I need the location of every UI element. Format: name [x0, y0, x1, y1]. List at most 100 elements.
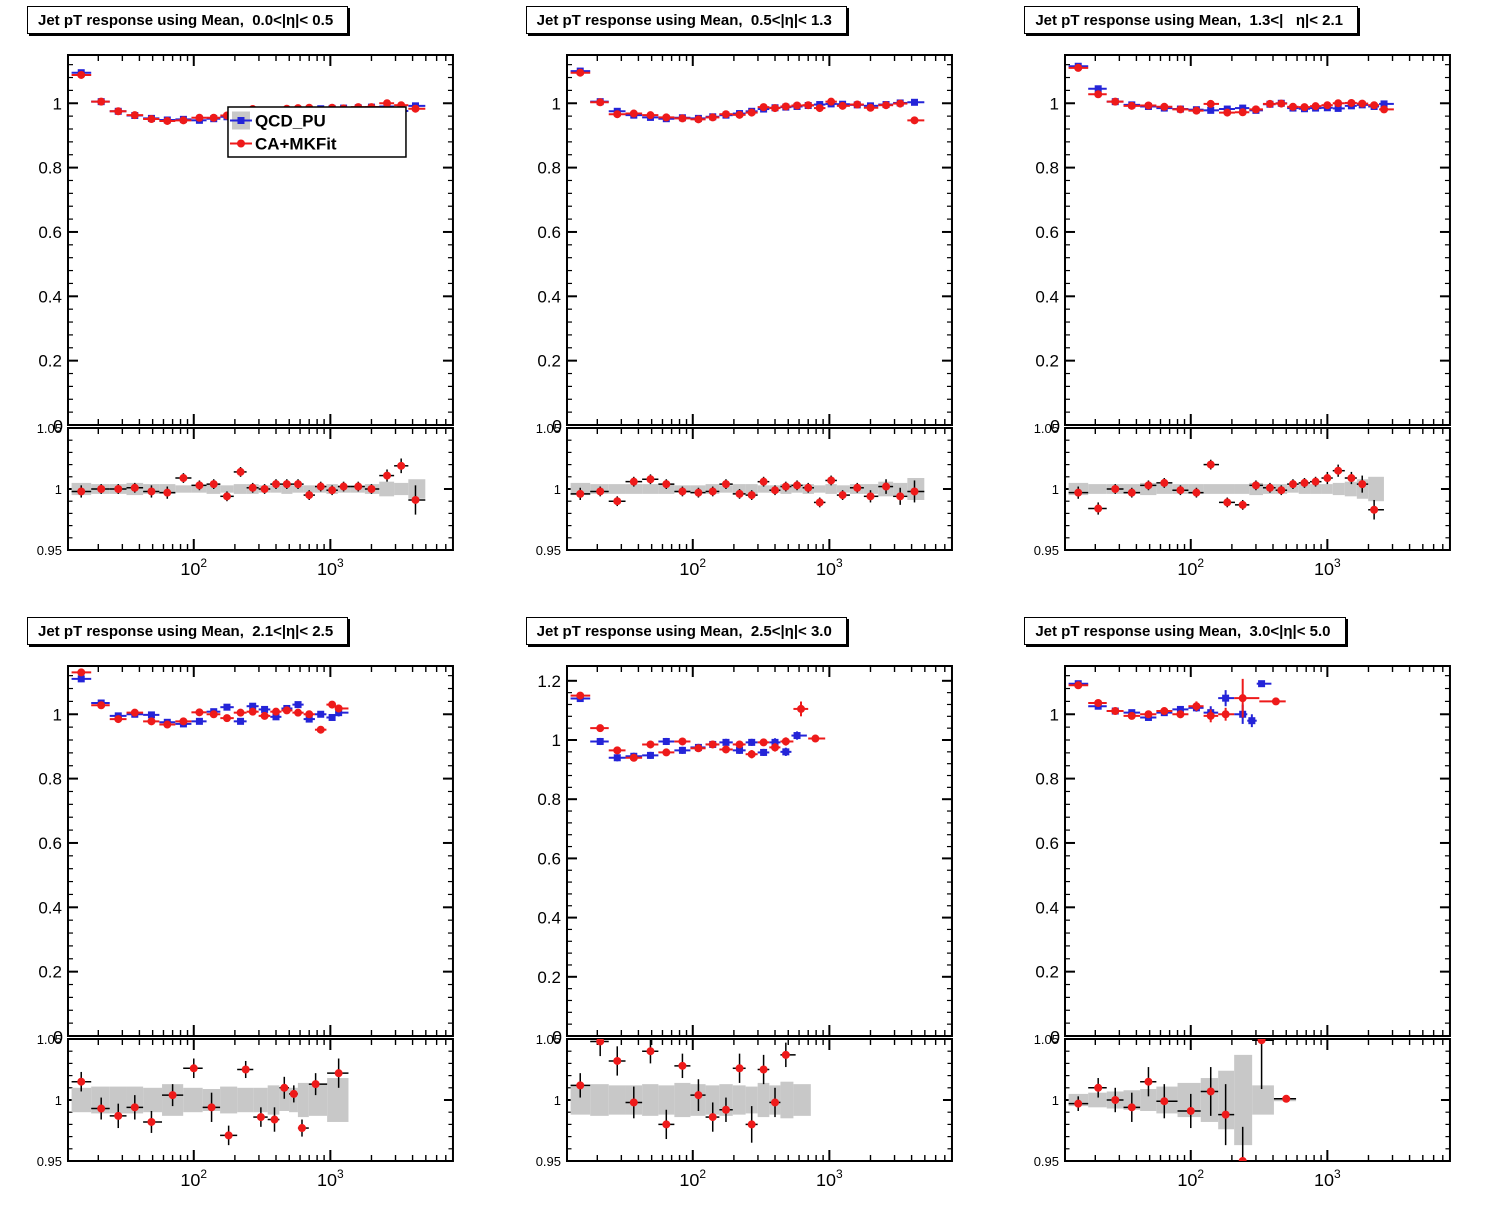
chart-0: 0.2 0.4 0.6 0.8 1 0 0.95 1 1.05 102 103 QCD_PU CA+MK…: [37, 54, 454, 579]
svg-text:1: 1: [551, 94, 560, 113]
svg-text:0: 0: [1050, 1027, 1060, 1047]
axes: [1064, 54, 1452, 551]
svg-text:0.4: 0.4: [537, 287, 561, 306]
svg-text:0.95: 0.95: [535, 543, 560, 558]
svg-text:0.2: 0.2: [1036, 352, 1060, 371]
axis-labels: 0.2 0.4 0.6 0.8 1 0 0.95 1 1.05 102 103: [37, 94, 344, 579]
axis-labels: 0.2 0.4 0.6 0.8 1 0 0.95 1 1.05 102 103: [535, 94, 842, 579]
svg-text:1: 1: [55, 482, 62, 497]
svg-text:0.6: 0.6: [537, 223, 561, 242]
svg-text:102: 102: [1178, 556, 1205, 579]
panel-2: 0.2 0.4 0.6 0.8 1 0 0.95 1 1.05 102 103 Jet pT res…: [997, 0, 1496, 611]
chart-1: 0.2 0.4 0.6 0.8 1 0 0.95 1 1.05 102 103: [535, 54, 953, 579]
svg-text:0.6: 0.6: [1036, 834, 1060, 853]
svg-text:0.6: 0.6: [1036, 223, 1060, 242]
svg-text:0.2: 0.2: [537, 968, 561, 987]
svg-text:1: 1: [53, 94, 62, 113]
svg-text:1: 1: [1052, 482, 1059, 497]
ratio-points: [71, 458, 426, 515]
svg-text:1.05: 1.05: [535, 1032, 560, 1047]
svg-text:1: 1: [553, 482, 560, 497]
svg-text:0.6: 0.6: [537, 849, 561, 868]
panel-0: 0.2 0.4 0.6 0.8 1 0 0.95 1 1.05 102 103 QCD_PU CA+MK…: [0, 0, 499, 611]
ratio-points: [570, 1039, 796, 1143]
axis-labels: 0.2 0.4 0.6 0.8 1 0 0.95 1 1.05 102 103: [1034, 705, 1341, 1190]
main-plot: [1068, 62, 1395, 117]
svg-text:103: 103: [816, 1167, 843, 1190]
panel-4: 0.2 0.4 0.6 0.8 1 1.2 0 0.95 1 1.05 102 103 Jet pT …: [499, 611, 998, 1222]
svg-text:0.4: 0.4: [38, 287, 62, 306]
svg-text:103: 103: [317, 1167, 344, 1190]
svg-text:102: 102: [180, 556, 207, 579]
ratio-points: [1068, 1039, 1297, 1161]
svg-text:0.4: 0.4: [38, 898, 62, 917]
svg-text:0.8: 0.8: [38, 770, 62, 789]
svg-text:0.8: 0.8: [1036, 159, 1060, 178]
svg-text:103: 103: [816, 556, 843, 579]
axes: [565, 665, 953, 1162]
panel-title-3: Jet pT response using Mean, 2.1<|η|< 2.5: [27, 617, 349, 645]
svg-text:0.8: 0.8: [537, 159, 561, 178]
legend-square-marker-icon: [237, 117, 245, 124]
svg-text:0.95: 0.95: [37, 1154, 62, 1169]
svg-text:103: 103: [1314, 556, 1341, 579]
svg-text:0.2: 0.2: [38, 963, 62, 982]
axes: [66, 665, 454, 1162]
axes: [66, 54, 454, 551]
svg-text:1.05: 1.05: [37, 1032, 62, 1047]
panel-title-0: Jet pT response using Mean, 0.0<|η|< 0.5: [27, 6, 349, 34]
panel-3: 0.2 0.4 0.6 0.8 1 0 0.95 1 1.05 102 103 Jet pT res…: [0, 611, 499, 1222]
svg-text:0.95: 0.95: [1034, 1154, 1059, 1169]
svg-text:1: 1: [53, 705, 62, 724]
panel-title-1: Jet pT response using Mean, 0.5<|η|< 1.3: [525, 6, 847, 34]
svg-text:0: 0: [552, 416, 562, 436]
main-plot: [1068, 678, 1287, 728]
series-CA+MKFit: [1068, 63, 1395, 117]
svg-text:102: 102: [679, 1167, 706, 1190]
svg-text:1.05: 1.05: [1034, 1032, 1059, 1047]
svg-text:1: 1: [551, 731, 560, 750]
axes: [1064, 665, 1452, 1162]
svg-text:1.2: 1.2: [537, 672, 561, 691]
chart-5: 0.2 0.4 0.6 0.8 1 0 0.95 1 1.05 102 103: [1034, 665, 1452, 1190]
svg-text:0: 0: [552, 1027, 562, 1047]
chart-3: 0.2 0.4 0.6 0.8 1 0 0.95 1 1.05 102 103: [37, 665, 454, 1190]
svg-text:102: 102: [1178, 1167, 1205, 1190]
svg-text:0: 0: [1050, 416, 1060, 436]
svg-text:0.6: 0.6: [38, 834, 62, 853]
chart-4: 0.2 0.4 0.6 0.8 1 1.2 0 0.95 1 1.05 102 103: [535, 665, 953, 1190]
svg-text:0: 0: [53, 416, 63, 436]
svg-text:0.8: 0.8: [1036, 770, 1060, 789]
svg-text:1.05: 1.05: [535, 421, 560, 436]
ratio-points: [1068, 459, 1385, 520]
svg-text:1.05: 1.05: [1034, 421, 1059, 436]
svg-text:0.4: 0.4: [1036, 898, 1060, 917]
svg-text:0.95: 0.95: [1034, 543, 1059, 558]
svg-text:1: 1: [1050, 705, 1059, 724]
svg-text:0.2: 0.2: [1036, 963, 1060, 982]
legend-circle-marker-icon: [236, 139, 245, 148]
panel-5: 0.2 0.4 0.6 0.8 1 0 0.95 1 1.05 102 103 Jet pT res…: [997, 611, 1496, 1222]
svg-text:0.6: 0.6: [38, 223, 62, 242]
panel-1: 0.2 0.4 0.6 0.8 1 0 0.95 1 1.05 102 103 Jet pT res…: [499, 0, 998, 611]
series-CA+MKFit: [71, 668, 349, 734]
ratio-points: [570, 474, 924, 508]
panel-title-2: Jet pT response using Mean, 1.3<| η|< 2.…: [1024, 6, 1358, 34]
svg-text:0.8: 0.8: [38, 159, 62, 178]
legend: QCD_PU CA+MKFit: [227, 106, 407, 158]
axes: [565, 54, 953, 551]
svg-text:0.95: 0.95: [37, 543, 62, 558]
main-plot: [570, 691, 825, 762]
panel-title-4: Jet pT response using Mean, 2.5<|η|< 3.0: [525, 617, 847, 645]
series-CA+MKFit: [1068, 678, 1287, 723]
svg-text:1: 1: [1052, 1093, 1059, 1108]
series-QCD_PU: [1068, 62, 1395, 114]
chart-2: 0.2 0.4 0.6 0.8 1 0 0.95 1 1.05 102 103: [1034, 54, 1452, 579]
svg-text:0.95: 0.95: [535, 1154, 560, 1169]
main-plot: [71, 668, 349, 734]
legend-entry-label: CA+MKFit: [255, 134, 337, 153]
svg-text:0.4: 0.4: [1036, 287, 1060, 306]
svg-text:0.4: 0.4: [537, 909, 561, 928]
svg-text:1: 1: [553, 1093, 560, 1108]
